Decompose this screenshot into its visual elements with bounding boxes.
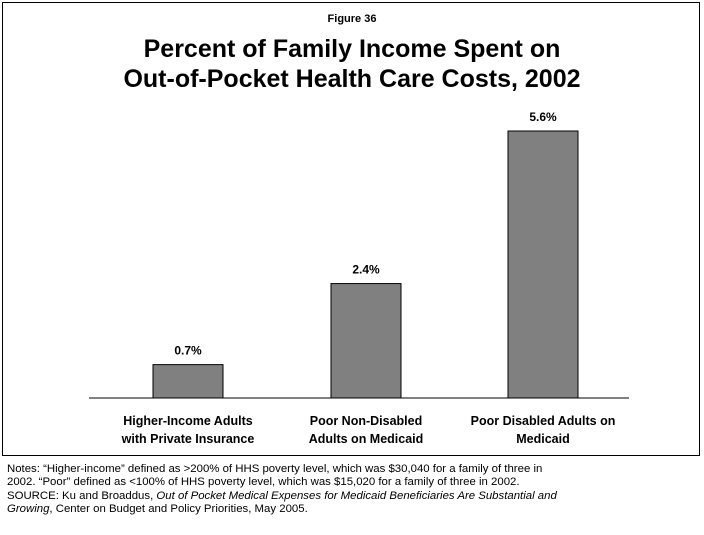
source-line-1: SOURCE: Ku and Broaddus, Out of Pocket M… xyxy=(7,490,699,503)
category-label: Adults on Medicaid xyxy=(309,432,424,446)
category-label: Medicaid xyxy=(516,432,570,446)
notes-line-1: Notes: “Higher-income” defined as >200% … xyxy=(7,463,543,475)
bar xyxy=(152,364,224,399)
notes: Notes: “Higher-income” defined as >200% … xyxy=(7,463,699,517)
category-label: Poor Disabled Adults on xyxy=(471,414,616,428)
category-label: with Private Insurance xyxy=(121,432,255,446)
bar xyxy=(330,283,402,399)
figure-label: Figure 36 xyxy=(327,13,377,25)
chart-title-line-2: Out-of-Pocket Health Care Costs, 2002 xyxy=(123,65,581,93)
source-title-part-1: Out of Pocket Medical Expenses for Medic… xyxy=(156,489,557,502)
figure-frame xyxy=(2,2,700,456)
source-suffix: , Center on Budget and Policy Priorities… xyxy=(49,503,308,516)
bar xyxy=(507,130,579,399)
category-label: Higher-Income Adults xyxy=(123,414,252,428)
data-label: 2.4% xyxy=(352,263,380,277)
source-prefix: SOURCE: Ku and Broaddus, xyxy=(7,489,157,502)
notes-line-2: 2002. “Poor” defined as <100% of HHS pov… xyxy=(7,476,520,489)
chart-title: Percent of Family Income Spent on Out-of… xyxy=(0,34,704,94)
data-label: 5.6% xyxy=(529,110,557,124)
source-line-2: Growing, Center on Budget and Policy Pri… xyxy=(7,503,699,516)
source-title-part-2: Growing xyxy=(7,503,50,516)
chart-title-line-1: Percent of Family Income Spent on xyxy=(143,35,561,63)
data-label: 0.7% xyxy=(174,344,202,358)
category-label: Poor Non-Disabled xyxy=(310,414,423,428)
